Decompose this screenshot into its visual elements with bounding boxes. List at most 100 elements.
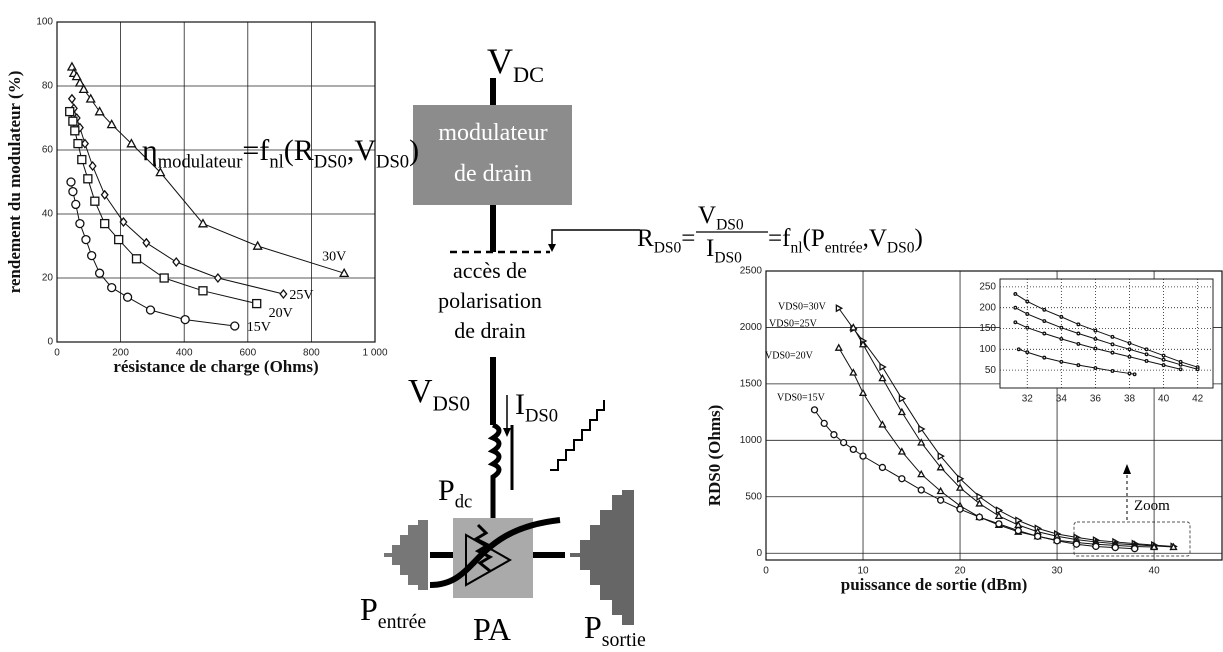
inductor	[487, 422, 502, 518]
y-axis-label: rendement du modulateur (%)	[5, 71, 24, 294]
annotation-part: DS0	[314, 152, 347, 173]
ids0-label: IDS0	[515, 388, 558, 427]
modulator-box	[413, 105, 572, 205]
marker	[339, 267, 350, 278]
marker	[252, 298, 262, 309]
marker	[995, 520, 1003, 528]
marker	[879, 362, 887, 372]
marker	[279, 288, 288, 300]
plot-frame	[765, 270, 1223, 561]
marker	[1093, 328, 1098, 333]
modulator-label: modulateur	[438, 120, 547, 146]
marker	[1042, 307, 1047, 312]
marker	[114, 234, 124, 245]
marker	[1195, 367, 1200, 372]
marker	[898, 475, 906, 483]
marker	[849, 323, 858, 331]
marker	[88, 160, 97, 172]
pin-label: Pentrée	[360, 591, 426, 633]
series-line	[1015, 307, 1198, 370]
marker	[1034, 532, 1042, 540]
marker	[1110, 350, 1115, 355]
x-tick-label: 38	[1124, 394, 1136, 405]
annotation: Zoom	[1134, 498, 1170, 514]
marker	[1111, 543, 1119, 552]
rds0-rhs-part: ,V	[863, 225, 887, 252]
series-label: VDS0=15V	[777, 392, 826, 403]
pout-label-part: P	[584, 609, 602, 645]
marker	[1059, 325, 1064, 330]
marker	[66, 61, 78, 71]
current-steps	[550, 400, 605, 471]
annotation-part: modulateur	[158, 152, 243, 173]
marker	[917, 469, 926, 478]
marker	[1013, 292, 1018, 296]
marker	[74, 77, 86, 87]
marker	[976, 492, 984, 501]
marker	[878, 463, 887, 472]
marker	[918, 424, 926, 434]
y-tick-label: 150	[979, 323, 996, 334]
marker	[937, 452, 945, 461]
series-label: 25V	[289, 288, 313, 303]
marker	[1072, 540, 1081, 548]
marker	[1042, 319, 1047, 323]
y-tick-label: 2000	[740, 322, 763, 333]
marker	[1144, 359, 1149, 363]
marker	[1127, 347, 1132, 352]
rds0-den: IDS0	[706, 235, 742, 266]
marker	[81, 234, 91, 245]
marker	[859, 452, 867, 460]
pa-label: PA	[473, 611, 511, 647]
marker	[1093, 366, 1098, 370]
pout-label: Psortie	[584, 609, 646, 651]
series-label: VDS0=20V	[765, 350, 814, 361]
arrow-head	[548, 244, 556, 252]
marker	[1144, 352, 1149, 357]
marker	[1110, 368, 1115, 373]
marker	[936, 463, 945, 471]
marker	[1131, 545, 1139, 553]
x-axis-label: puissance de sortie (dBm)	[841, 575, 1028, 594]
marker	[1127, 354, 1132, 359]
marker	[1149, 542, 1159, 551]
pdc-label-part: P	[438, 474, 455, 507]
marker	[898, 394, 907, 403]
rds0-den-part: I	[706, 235, 714, 262]
marker	[70, 126, 80, 136]
marker	[87, 250, 97, 261]
marker	[897, 407, 906, 416]
input-spectrum	[384, 520, 428, 590]
marker	[67, 93, 76, 104]
marker	[1059, 314, 1064, 319]
rds0-label-part: =	[681, 225, 695, 252]
marker	[1127, 371, 1132, 376]
rds0-num-part: V	[698, 202, 716, 229]
annotation-part: η	[142, 134, 158, 167]
y-axis-label: RDS0 (Ohms)	[705, 405, 724, 507]
marker	[75, 218, 85, 229]
marker	[83, 174, 93, 184]
x-tick-label: 1 000	[362, 348, 387, 359]
marker	[820, 419, 828, 428]
marker	[936, 486, 945, 495]
marker	[975, 499, 984, 507]
marker	[65, 106, 75, 117]
rds0-num: VDS0	[698, 202, 744, 233]
annotation-part: =f	[242, 134, 269, 167]
marker	[77, 154, 87, 165]
marker	[68, 116, 78, 126]
x-tick-label: 400	[176, 348, 193, 359]
annotation-part: (R	[284, 134, 314, 167]
marker	[878, 420, 887, 428]
marker	[145, 305, 156, 315]
marker	[85, 93, 96, 103]
marker	[1127, 341, 1132, 346]
x-tick-label: 20	[954, 566, 966, 577]
marker	[78, 83, 89, 94]
x-tick-label: 800	[303, 348, 320, 359]
marker	[956, 474, 965, 483]
marker	[172, 256, 181, 268]
x-tick-label: 40	[1158, 394, 1170, 405]
marker	[849, 445, 857, 454]
